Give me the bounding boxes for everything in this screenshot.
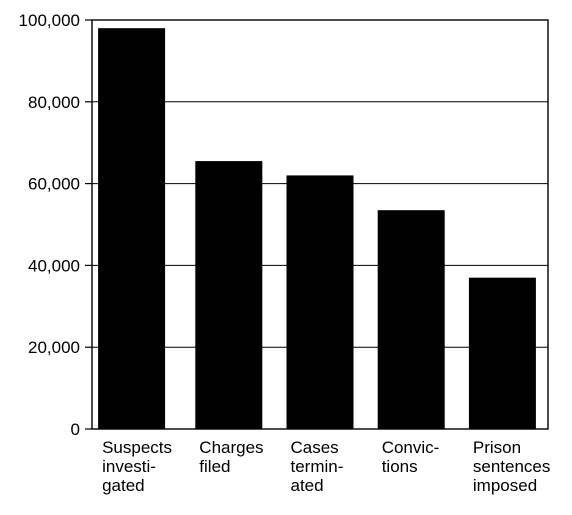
plot-frame <box>91 19 549 430</box>
y-tick-labels: 0 20,000 40,000 60,000 80,000 100,000 <box>19 11 80 439</box>
y-tick-label: 100,000 <box>19 11 80 30</box>
bar <box>195 161 263 430</box>
x-category-label-line: sentences <box>473 457 551 476</box>
x-category-label-line: gated <box>102 476 145 495</box>
x-category-label: Suspects investi-gated <box>102 438 172 495</box>
x-category-label: Charges filed <box>199 438 263 476</box>
y-tick-label: 0 <box>71 420 80 439</box>
x-category-label-line: filed <box>199 457 230 476</box>
bar <box>377 210 445 429</box>
x-category-label-line: Suspects <box>102 438 172 457</box>
bar <box>468 277 536 429</box>
x-category-label-line: ated <box>291 476 324 495</box>
x-category-labels: Suspects investi-gated Charges filed Cases te… <box>102 438 550 495</box>
x-category-label-line: Cases <box>291 438 339 457</box>
y-tick-label: 60,000 <box>28 175 80 194</box>
x-category-label-line: investi- <box>102 457 156 476</box>
axes <box>85 19 549 430</box>
bar <box>286 175 354 429</box>
x-category-label-line: Charges <box>199 438 263 457</box>
x-category-label-line: termin- <box>291 457 344 476</box>
y-tick-label: 40,000 <box>28 256 80 275</box>
x-category-label-line: Prison <box>473 438 521 457</box>
x-category-label: Cases termin-ated <box>291 438 344 495</box>
x-category-label-line: imposed <box>473 476 537 495</box>
x-category-label-line: Convic- <box>382 438 440 457</box>
x-category-label: Prison sentences imposed <box>473 438 551 495</box>
x-category-label-line: tions <box>382 457 418 476</box>
bars <box>98 28 536 430</box>
y-tick-label: 20,000 <box>28 338 80 357</box>
x-category-label: Convic-tions <box>382 438 440 476</box>
bar <box>98 28 166 430</box>
y-tick-label: 80,000 <box>28 93 80 112</box>
